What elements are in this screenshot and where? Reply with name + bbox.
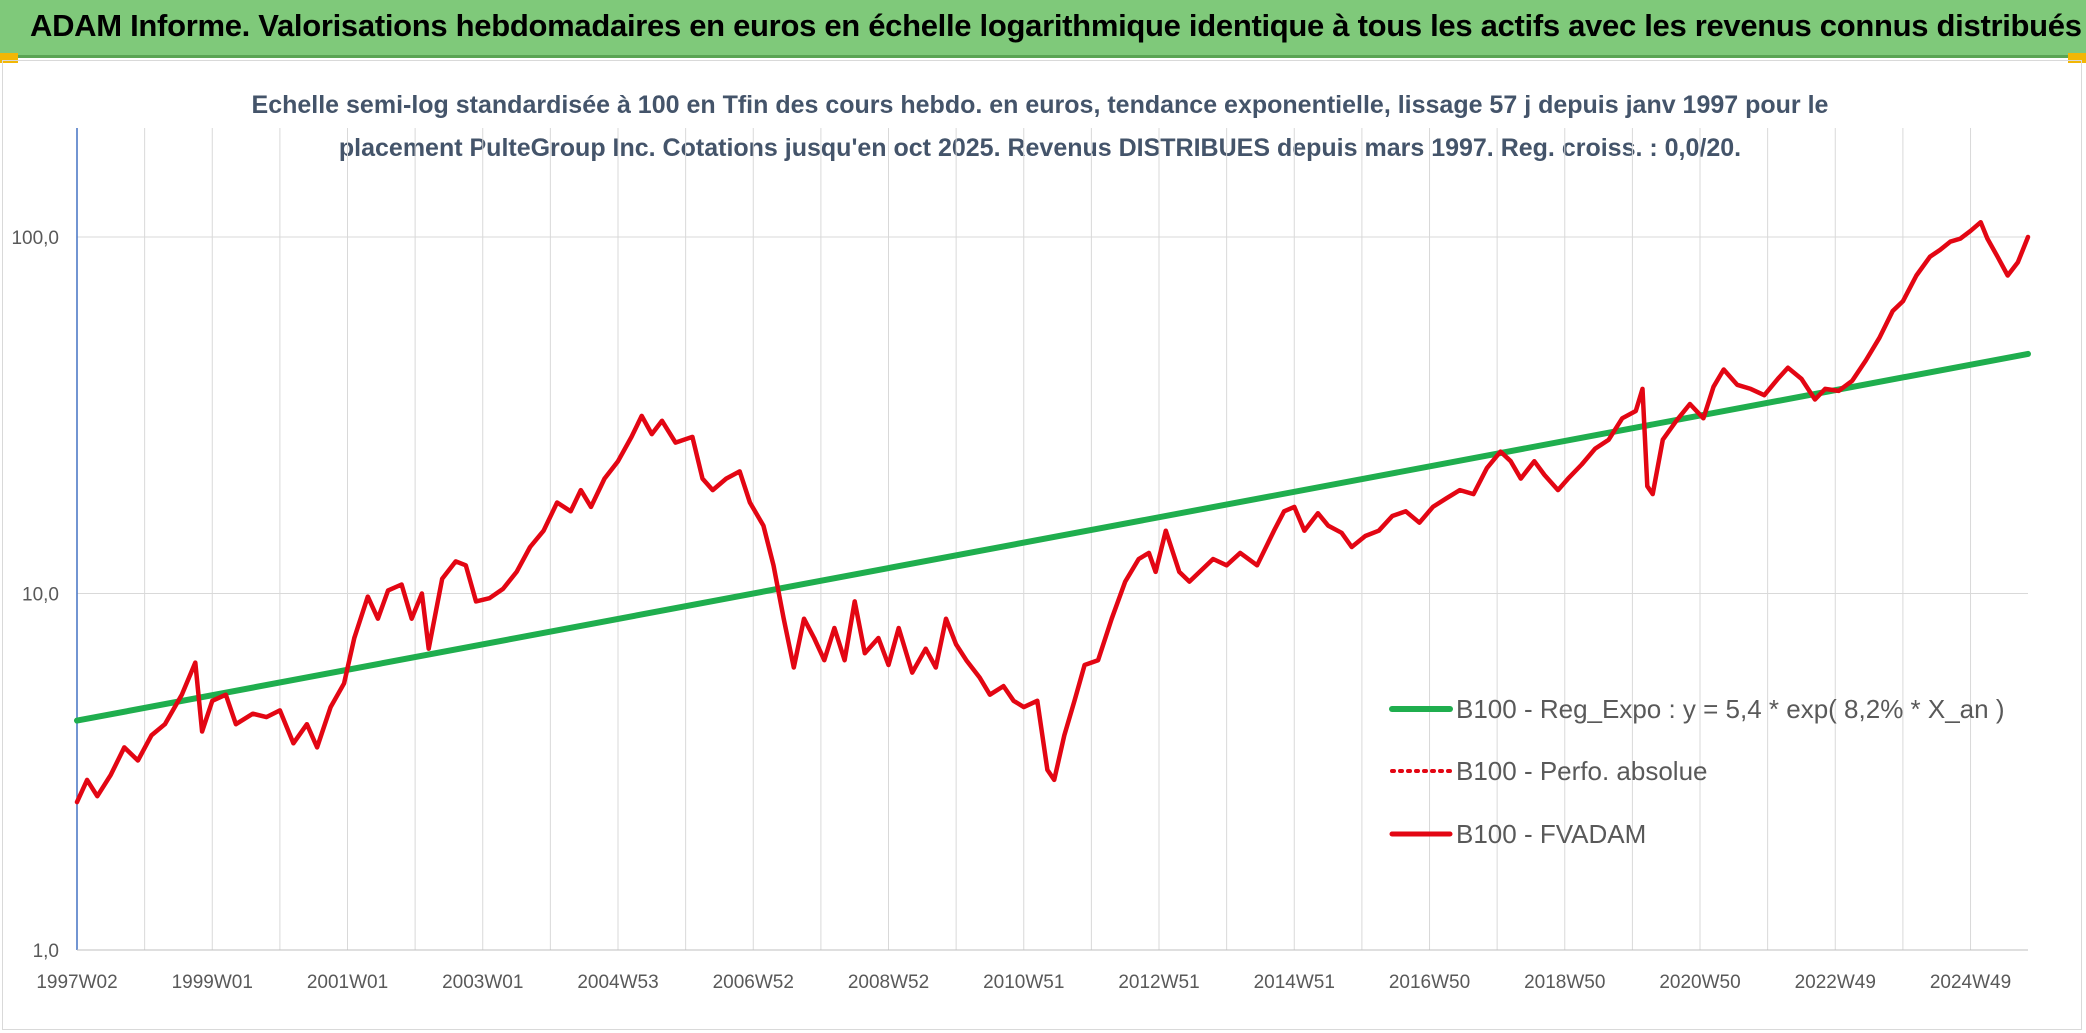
fvadam-line bbox=[74, 219, 2031, 805]
legend-label: B100 - Perfo. absolue bbox=[1456, 756, 1708, 786]
x-tick-label: 2003W01 bbox=[442, 972, 523, 993]
y-tick-label: 10,0 bbox=[22, 585, 59, 606]
report-header: ADAM Informe. Valorisations hebdomadaire… bbox=[0, 0, 2086, 58]
corner-mark-left bbox=[0, 53, 18, 63]
x-tick-label: 2016W50 bbox=[1389, 972, 1470, 993]
chart-frame bbox=[2, 60, 2082, 1030]
x-tick-label: 2024W49 bbox=[1930, 972, 2011, 993]
legend-label: B100 - FVADAM bbox=[1456, 819, 1646, 849]
x-tick-label: 2012W51 bbox=[1118, 972, 1199, 993]
legend-label: B100 - Reg_Expo : y = 5,4 * exp( 8,2% * … bbox=[1456, 694, 2005, 724]
x-tick-label: 2008W52 bbox=[848, 972, 929, 993]
y-tick-label: 1,0 bbox=[33, 941, 59, 962]
x-tick-label: 2010W51 bbox=[983, 972, 1064, 993]
x-tick-label: 2001W01 bbox=[307, 972, 388, 993]
chart-title-line-2: placement PulteGroup Inc. Cotations jusq… bbox=[338, 134, 1742, 162]
x-tick-label: 2022W49 bbox=[1795, 972, 1876, 993]
chart-title-line-1: Echelle semi-log standardisée à 100 en T… bbox=[251, 91, 1829, 119]
x-tick-label: 1999W01 bbox=[172, 972, 253, 993]
report-title: ADAM Informe. Valorisations hebdomadaire… bbox=[30, 8, 2082, 43]
x-tick-label: 2004W53 bbox=[577, 972, 658, 993]
x-tick-label: 2006W52 bbox=[713, 972, 794, 993]
x-tick-label: 2018W50 bbox=[1524, 972, 1605, 993]
corner-mark-right bbox=[2068, 53, 2086, 63]
x-tick-label: 2020W50 bbox=[1659, 972, 1740, 993]
x-tick-label: 1997W02 bbox=[36, 972, 117, 993]
regression-line bbox=[74, 350, 2031, 724]
y-tick-label: 100,0 bbox=[11, 228, 59, 249]
x-tick-label: 2014W51 bbox=[1254, 972, 1335, 993]
